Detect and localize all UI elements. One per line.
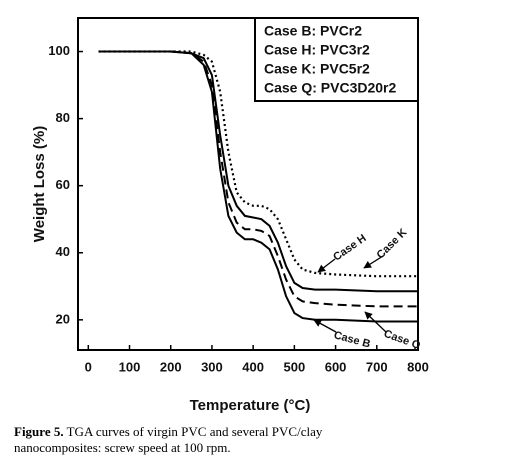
y-tick-label: 40 [56, 244, 70, 259]
legend-label: Case H: PVC3r2 [264, 42, 370, 58]
series-line [98, 50, 418, 293]
y-tick-label: 100 [48, 43, 70, 58]
caption-text: TGA curves of virgin PVC and several PVC… [14, 424, 323, 455]
series-line [98, 50, 418, 308]
series-line [98, 50, 418, 278]
x-tick-label: 100 [119, 359, 141, 374]
legend-box [254, 17, 419, 102]
x-tick-label: 200 [160, 359, 182, 374]
annotation: Case H [331, 232, 368, 263]
x-tick-label: 600 [325, 359, 347, 374]
x-tick-label: 0 [85, 359, 92, 374]
caption: Figure 5. TGA curves of virgin PVC and s… [14, 424, 334, 456]
annotation: Case B [332, 329, 371, 350]
x-tick-label: 300 [201, 359, 223, 374]
caption-label: Figure 5. [14, 424, 64, 439]
y-axis-title: Weight Loss (%) [31, 126, 48, 242]
x-tick-label: 400 [242, 359, 264, 374]
x-tick-label: 800 [407, 359, 429, 374]
arrow [363, 255, 384, 269]
annotation: Case K [375, 226, 410, 261]
y-tick-label: 60 [56, 177, 70, 192]
y-tick-label: 20 [56, 311, 70, 326]
chart: Temperature (°C) Weight Loss (%) 0 100 200… [31, 17, 429, 414]
x-axis-title: Temperature (°C) [190, 397, 311, 414]
x-tick-label: 700 [366, 359, 388, 374]
arrow [317, 258, 336, 273]
annotation: Case Q [382, 328, 422, 352]
y-tick-label: 80 [56, 110, 70, 125]
plot-frame [77, 17, 419, 351]
x-tick-label: 500 [284, 359, 306, 374]
legend-label: Case Q: PVC3D20r2 [264, 80, 397, 96]
legend-label: Case K: PVC5r2 [264, 61, 370, 77]
arrow [313, 319, 337, 333]
legend-label: Case B: PVCr2 [264, 23, 362, 39]
